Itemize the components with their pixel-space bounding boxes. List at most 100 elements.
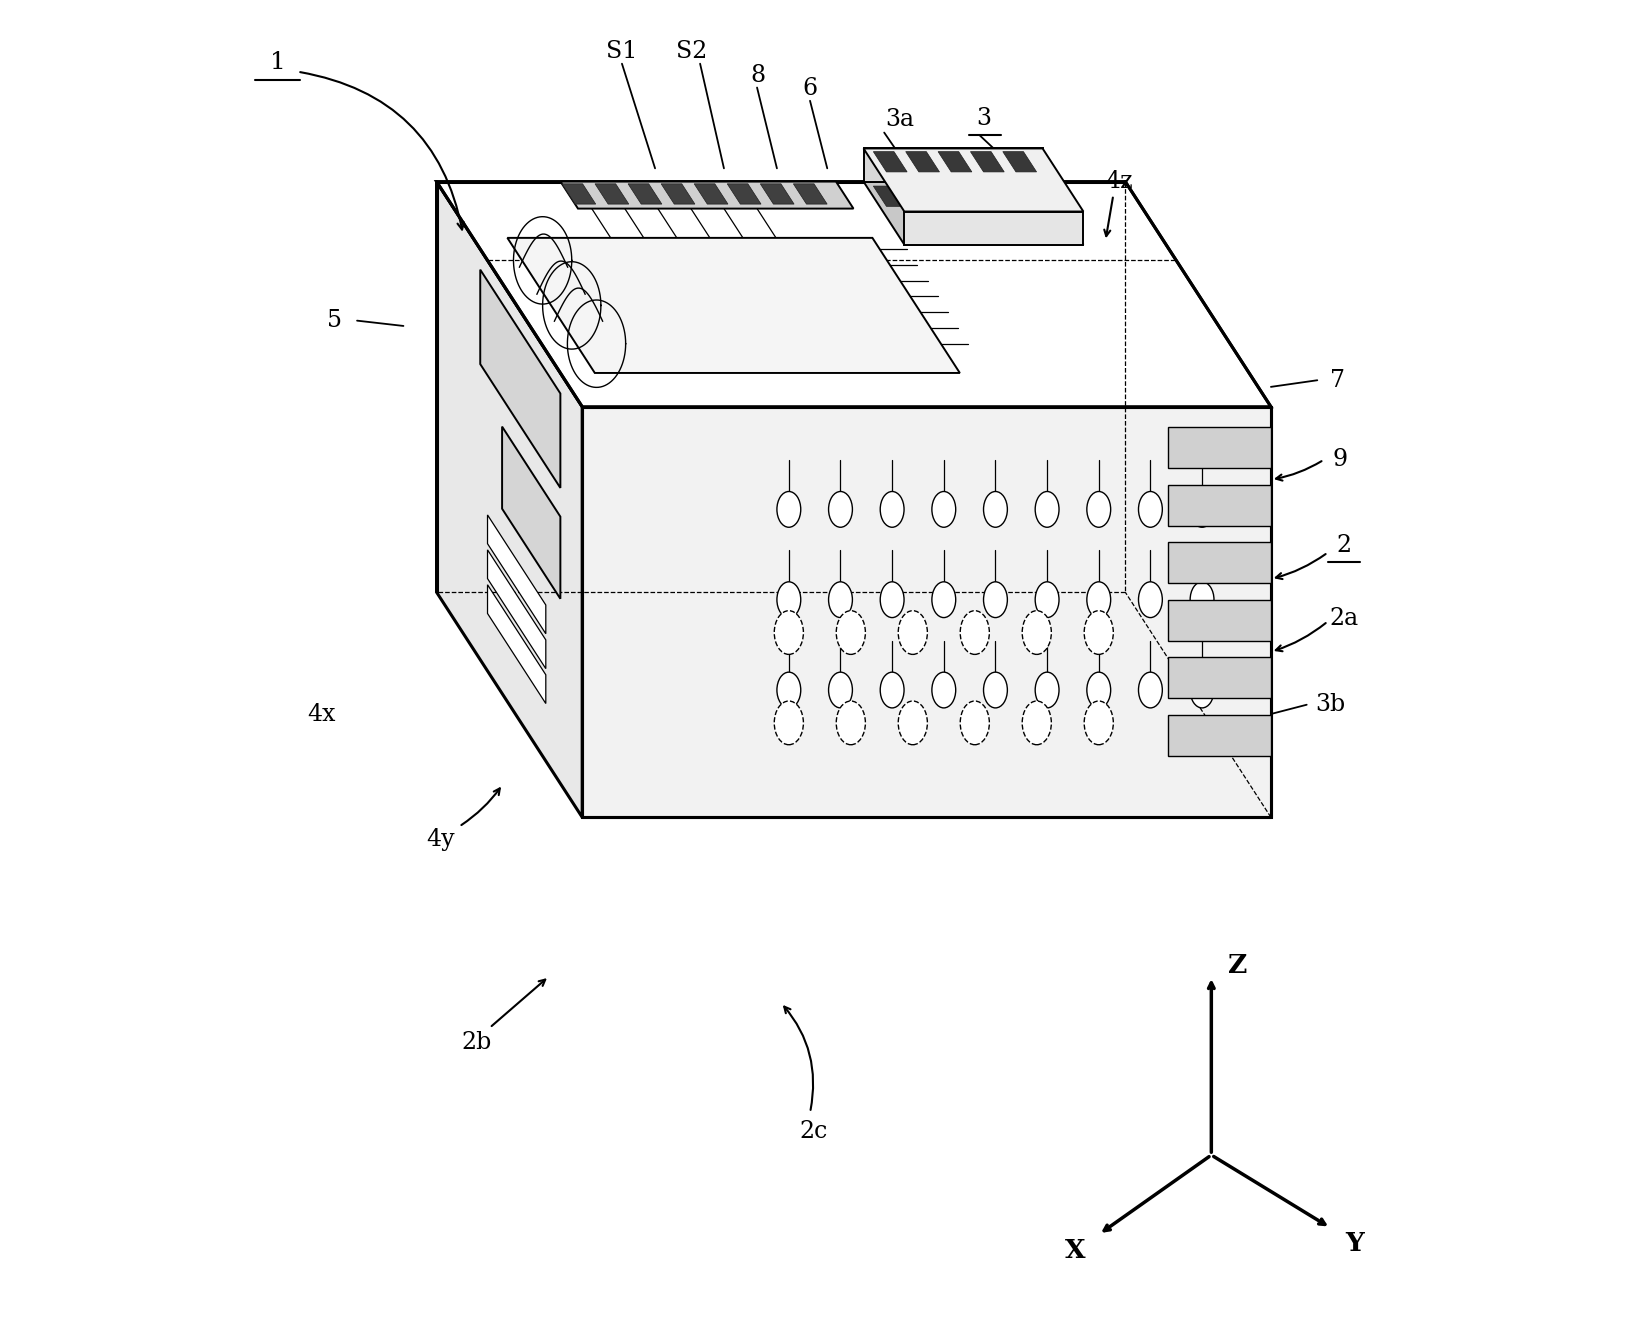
Ellipse shape xyxy=(777,581,801,617)
Ellipse shape xyxy=(829,672,853,708)
Polygon shape xyxy=(793,184,827,203)
Ellipse shape xyxy=(961,701,990,745)
Polygon shape xyxy=(970,152,1004,172)
Polygon shape xyxy=(904,211,1083,245)
Ellipse shape xyxy=(931,581,956,617)
Text: 4x: 4x xyxy=(308,702,335,725)
Polygon shape xyxy=(1167,657,1271,698)
Text: 4z: 4z xyxy=(1105,170,1133,193)
Ellipse shape xyxy=(1035,581,1060,617)
Polygon shape xyxy=(628,184,663,203)
Polygon shape xyxy=(863,149,1042,182)
Polygon shape xyxy=(863,149,1083,211)
Ellipse shape xyxy=(1190,581,1214,617)
Polygon shape xyxy=(694,184,728,203)
Polygon shape xyxy=(905,152,939,172)
Ellipse shape xyxy=(1190,672,1214,708)
Polygon shape xyxy=(728,184,760,203)
Text: 6: 6 xyxy=(803,77,817,100)
Polygon shape xyxy=(501,427,560,598)
Ellipse shape xyxy=(1084,610,1114,654)
Polygon shape xyxy=(1003,152,1037,172)
Ellipse shape xyxy=(837,701,866,745)
Polygon shape xyxy=(863,182,1083,245)
Ellipse shape xyxy=(829,581,853,617)
Ellipse shape xyxy=(1088,492,1110,527)
Polygon shape xyxy=(487,585,545,704)
Polygon shape xyxy=(938,152,972,172)
Ellipse shape xyxy=(1084,701,1114,745)
Text: Y: Y xyxy=(1345,1232,1364,1257)
Ellipse shape xyxy=(1190,492,1214,527)
Ellipse shape xyxy=(1022,610,1052,654)
Ellipse shape xyxy=(1138,492,1162,527)
Text: 2a: 2a xyxy=(1328,606,1358,630)
Polygon shape xyxy=(1167,427,1271,468)
Text: 3a: 3a xyxy=(886,108,915,130)
Text: 5: 5 xyxy=(327,309,342,332)
Text: X: X xyxy=(1065,1238,1086,1264)
Ellipse shape xyxy=(1088,672,1110,708)
Polygon shape xyxy=(1167,714,1271,755)
Text: 4y: 4y xyxy=(427,829,454,851)
Ellipse shape xyxy=(1138,581,1162,617)
Polygon shape xyxy=(873,186,907,206)
Ellipse shape xyxy=(931,672,956,708)
Text: 2b: 2b xyxy=(461,1031,492,1053)
Text: Z: Z xyxy=(1228,954,1247,978)
Ellipse shape xyxy=(1035,672,1060,708)
Polygon shape xyxy=(487,549,545,669)
Polygon shape xyxy=(905,186,939,206)
FancyArrowPatch shape xyxy=(1276,622,1325,652)
Ellipse shape xyxy=(983,492,1008,527)
Polygon shape xyxy=(560,182,853,209)
Ellipse shape xyxy=(899,610,928,654)
Polygon shape xyxy=(480,270,560,488)
Text: 3b: 3b xyxy=(1315,693,1346,717)
Polygon shape xyxy=(436,182,583,818)
Polygon shape xyxy=(938,186,972,206)
Polygon shape xyxy=(873,152,907,172)
Polygon shape xyxy=(1003,186,1037,206)
Ellipse shape xyxy=(837,610,866,654)
Ellipse shape xyxy=(899,701,928,745)
Polygon shape xyxy=(760,184,794,203)
Text: S1: S1 xyxy=(606,40,638,64)
Text: 7: 7 xyxy=(1330,368,1345,392)
Text: S2: S2 xyxy=(677,40,708,64)
Ellipse shape xyxy=(961,610,990,654)
Polygon shape xyxy=(970,186,1004,206)
FancyArrowPatch shape xyxy=(785,1007,812,1111)
FancyArrowPatch shape xyxy=(1104,198,1114,237)
Text: 2c: 2c xyxy=(799,1120,829,1142)
Text: 9: 9 xyxy=(1332,448,1348,471)
Polygon shape xyxy=(594,184,628,203)
Polygon shape xyxy=(661,184,695,203)
Polygon shape xyxy=(1167,600,1271,641)
Text: 2: 2 xyxy=(1337,535,1351,557)
FancyArrowPatch shape xyxy=(1276,462,1322,480)
Ellipse shape xyxy=(829,492,853,527)
Ellipse shape xyxy=(777,672,801,708)
Ellipse shape xyxy=(881,581,904,617)
Ellipse shape xyxy=(1035,492,1060,527)
Ellipse shape xyxy=(931,492,956,527)
Polygon shape xyxy=(562,184,596,203)
Text: 8: 8 xyxy=(751,64,765,88)
Ellipse shape xyxy=(777,492,801,527)
Ellipse shape xyxy=(1138,672,1162,708)
Polygon shape xyxy=(1167,484,1271,525)
Polygon shape xyxy=(487,515,545,633)
Polygon shape xyxy=(508,238,961,372)
Text: 3: 3 xyxy=(977,106,991,129)
Ellipse shape xyxy=(881,492,904,527)
Ellipse shape xyxy=(1022,701,1052,745)
FancyArrowPatch shape xyxy=(492,980,545,1025)
Ellipse shape xyxy=(881,672,904,708)
Text: 1: 1 xyxy=(270,51,285,74)
FancyArrowPatch shape xyxy=(461,789,500,825)
Ellipse shape xyxy=(1088,581,1110,617)
Ellipse shape xyxy=(983,581,1008,617)
FancyArrowPatch shape xyxy=(1276,555,1325,579)
Polygon shape xyxy=(436,182,1271,407)
